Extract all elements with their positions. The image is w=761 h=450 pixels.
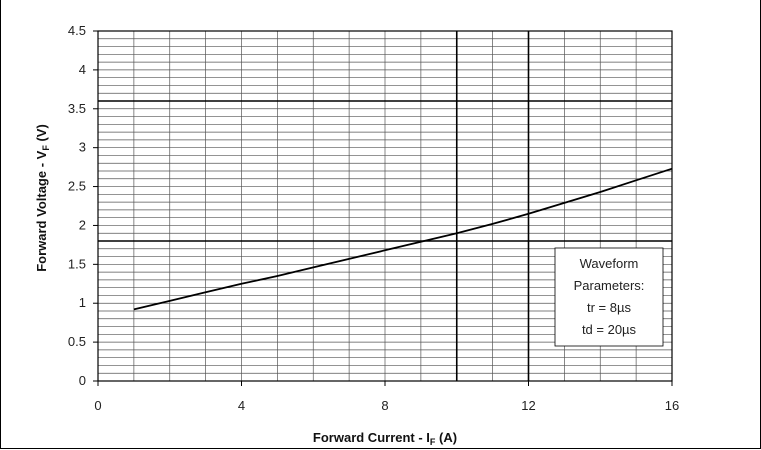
y-tick-label: 3 <box>79 140 86 155</box>
x-tick-label: 8 <box>381 398 388 413</box>
x-tick-label: 4 <box>238 398 245 413</box>
y-tick-label: 0 <box>79 373 86 388</box>
major-grid <box>98 31 672 381</box>
y-tick-label: 4 <box>79 62 86 77</box>
y-tick-label: 2.5 <box>68 179 86 194</box>
y-tick-label: 2 <box>79 217 86 232</box>
x-axis-ticks: 0 4 8 12 16 <box>94 381 679 413</box>
forward-voltage-curve <box>133 167 673 311</box>
x-tick-label: 0 <box>94 398 101 413</box>
series-group <box>133 167 673 311</box>
y-tick-label: 4.5 <box>68 23 86 38</box>
legend-text-line: Parameters: <box>574 278 645 293</box>
x-tick-label: 12 <box>521 398 535 413</box>
y-axis-title: Forward Voltage - VF (V) <box>34 124 51 272</box>
legend-text-line: tr = 8µs <box>587 300 631 315</box>
x-tick-label: 16 <box>665 398 679 413</box>
y-axis-ticks: 0 0.5 1 1.5 2 2.5 3 3.5 4 4.5 <box>68 23 98 388</box>
waveform-legend-box: Waveform Parameters: tr = 8µs td = 20µs <box>554 247 664 347</box>
x-axis-title: Forward Current - IF (A) <box>313 430 457 447</box>
legend-text-line: td = 20µs <box>582 322 637 337</box>
legend-text-line: Waveform <box>580 256 639 271</box>
y-tick-label: 1.5 <box>68 256 86 271</box>
y-tick-label: 1 <box>79 295 86 310</box>
y-tick-label: 0.5 <box>68 334 86 349</box>
legend-background <box>554 247 664 347</box>
y-tick-label: 3.5 <box>68 101 86 116</box>
